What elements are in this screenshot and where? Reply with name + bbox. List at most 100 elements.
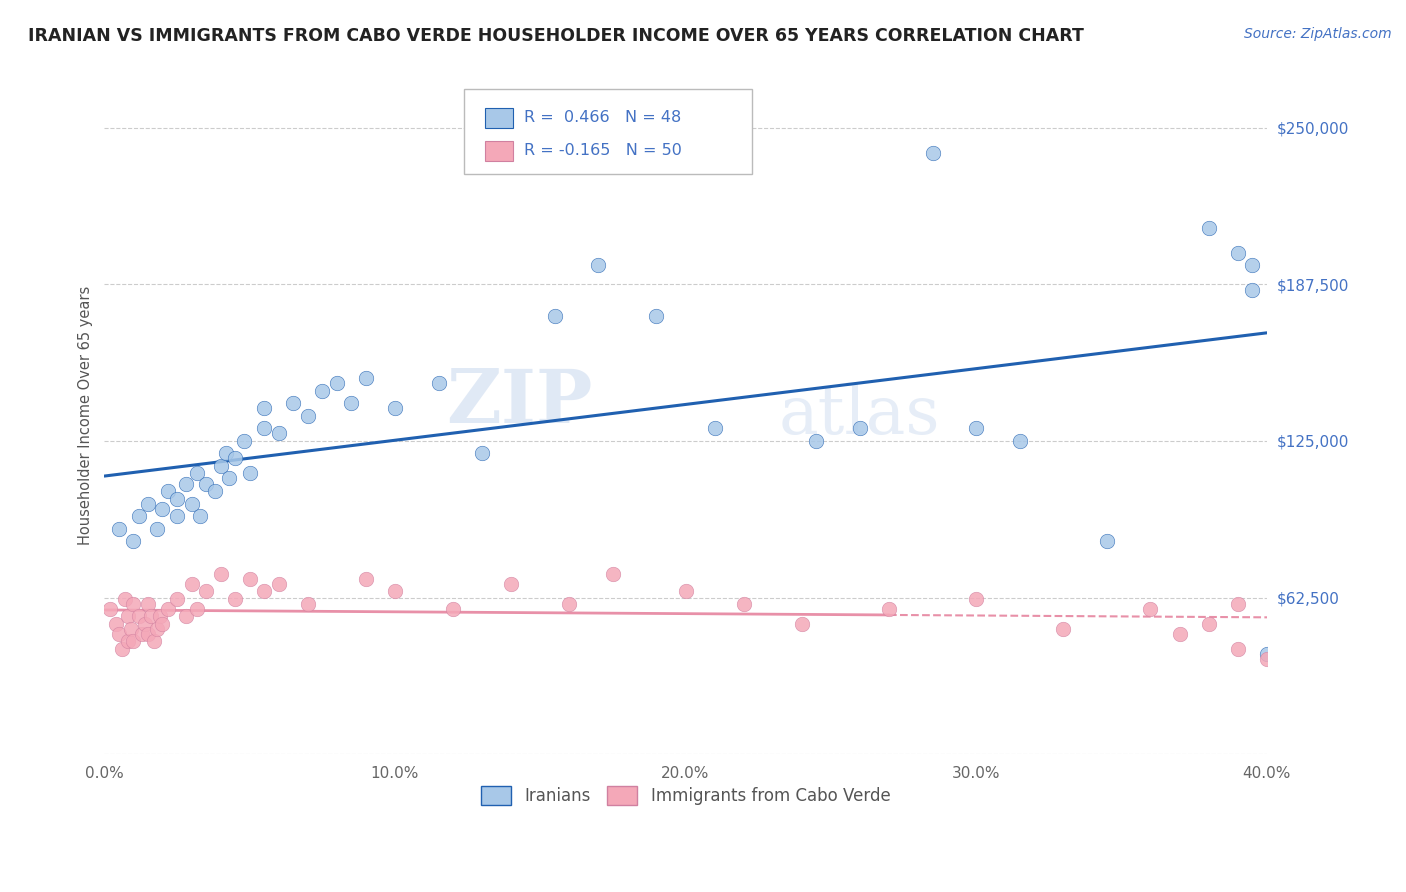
Point <box>1256 652 1278 666</box>
Point <box>128 609 150 624</box>
Point <box>1226 597 1249 611</box>
Point <box>790 616 813 631</box>
Point <box>174 476 197 491</box>
Point <box>297 409 319 423</box>
Point <box>157 483 180 498</box>
Point <box>145 622 167 636</box>
Text: atlas: atlas <box>779 384 941 449</box>
Point <box>326 376 349 391</box>
Point <box>849 421 872 435</box>
Point <box>471 446 494 460</box>
Point <box>1256 647 1278 661</box>
Point <box>297 597 319 611</box>
Point <box>384 584 406 599</box>
Point <box>253 584 276 599</box>
Text: Source: ZipAtlas.com: Source: ZipAtlas.com <box>1244 27 1392 41</box>
Point <box>131 627 153 641</box>
Point <box>108 522 131 536</box>
Point <box>195 476 218 491</box>
Point <box>122 634 145 648</box>
Point <box>1198 616 1220 631</box>
Point <box>311 384 333 398</box>
Point <box>174 609 197 624</box>
Point <box>267 576 290 591</box>
Point <box>1241 284 1264 298</box>
Point <box>157 602 180 616</box>
Point <box>733 597 755 611</box>
Point <box>142 634 165 648</box>
Point <box>111 642 134 657</box>
Point <box>877 602 900 616</box>
Point <box>253 401 276 416</box>
Point <box>1168 627 1191 641</box>
Point <box>544 309 567 323</box>
Point <box>98 602 121 616</box>
Point <box>384 401 406 416</box>
Point <box>186 467 208 481</box>
Point <box>114 591 136 606</box>
Point <box>209 458 232 473</box>
Point <box>166 509 188 524</box>
Point <box>195 584 218 599</box>
Point <box>218 471 240 485</box>
Point <box>145 522 167 536</box>
Point <box>965 421 987 435</box>
Point <box>588 259 610 273</box>
Legend: Iranians, Immigrants from Cabo Verde: Iranians, Immigrants from Cabo Verde <box>472 778 898 814</box>
Point <box>602 566 624 581</box>
Point <box>806 434 828 448</box>
Point <box>224 451 246 466</box>
Point <box>139 609 162 624</box>
Point <box>703 421 725 435</box>
Point <box>209 566 232 581</box>
Point <box>1198 220 1220 235</box>
Point <box>136 597 159 611</box>
Point <box>186 602 208 616</box>
Y-axis label: Householder Income Over 65 years: Householder Income Over 65 years <box>79 286 93 545</box>
Point <box>1052 622 1074 636</box>
Point <box>152 501 174 516</box>
Point <box>501 576 523 591</box>
Point <box>188 509 211 524</box>
Point <box>965 591 987 606</box>
Point <box>117 609 139 624</box>
Point <box>645 309 668 323</box>
Text: IRANIAN VS IMMIGRANTS FROM CABO VERDE HOUSEHOLDER INCOME OVER 65 YEARS CORRELATI: IRANIAN VS IMMIGRANTS FROM CABO VERDE HO… <box>28 27 1084 45</box>
Point <box>253 421 276 435</box>
Text: ZIP: ZIP <box>446 366 592 439</box>
Point <box>340 396 363 410</box>
Point <box>105 616 128 631</box>
Point <box>180 576 202 591</box>
Point <box>427 376 450 391</box>
Text: R =  0.466   N = 48: R = 0.466 N = 48 <box>524 111 682 125</box>
Point <box>1139 602 1161 616</box>
Point <box>354 371 377 385</box>
Point <box>166 491 188 506</box>
Point <box>267 426 290 441</box>
Point <box>149 609 172 624</box>
Point <box>1226 642 1249 657</box>
Point <box>108 627 131 641</box>
Point <box>1008 434 1031 448</box>
Point <box>1241 259 1264 273</box>
Point <box>354 572 377 586</box>
Point <box>180 497 202 511</box>
Point <box>204 483 226 498</box>
Point <box>122 534 145 549</box>
Point <box>122 597 145 611</box>
Point <box>232 434 254 448</box>
Point <box>117 634 139 648</box>
Text: R = -0.165   N = 50: R = -0.165 N = 50 <box>524 144 682 158</box>
Point <box>239 572 262 586</box>
Point <box>134 616 156 631</box>
Point <box>224 591 246 606</box>
Point <box>283 396 305 410</box>
Point <box>136 497 159 511</box>
Point <box>1226 246 1249 260</box>
Point <box>441 602 464 616</box>
Point <box>215 446 238 460</box>
Point <box>675 584 697 599</box>
Point <box>558 597 581 611</box>
Point <box>921 145 943 160</box>
Point <box>128 509 150 524</box>
